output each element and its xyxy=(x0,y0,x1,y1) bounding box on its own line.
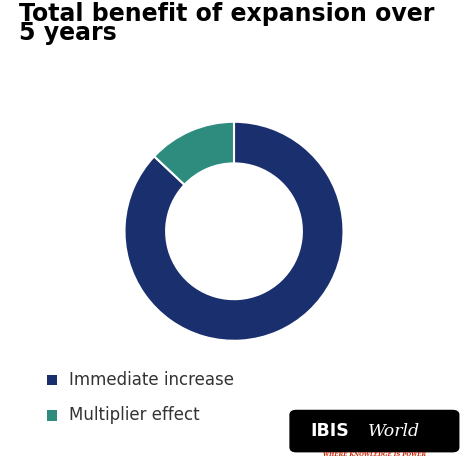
Text: Multiplier effect: Multiplier effect xyxy=(69,406,199,424)
Wedge shape xyxy=(124,122,344,341)
Text: 5 years: 5 years xyxy=(19,21,117,45)
Text: IBIS: IBIS xyxy=(310,422,349,440)
FancyBboxPatch shape xyxy=(290,411,459,452)
Text: Total benefit of expansion over: Total benefit of expansion over xyxy=(19,2,434,26)
Text: World: World xyxy=(368,422,420,439)
Wedge shape xyxy=(154,122,234,185)
Text: Immediate increase: Immediate increase xyxy=(69,371,234,389)
Text: WHERE KNOWLEDGE IS POWER: WHERE KNOWLEDGE IS POWER xyxy=(323,453,426,457)
